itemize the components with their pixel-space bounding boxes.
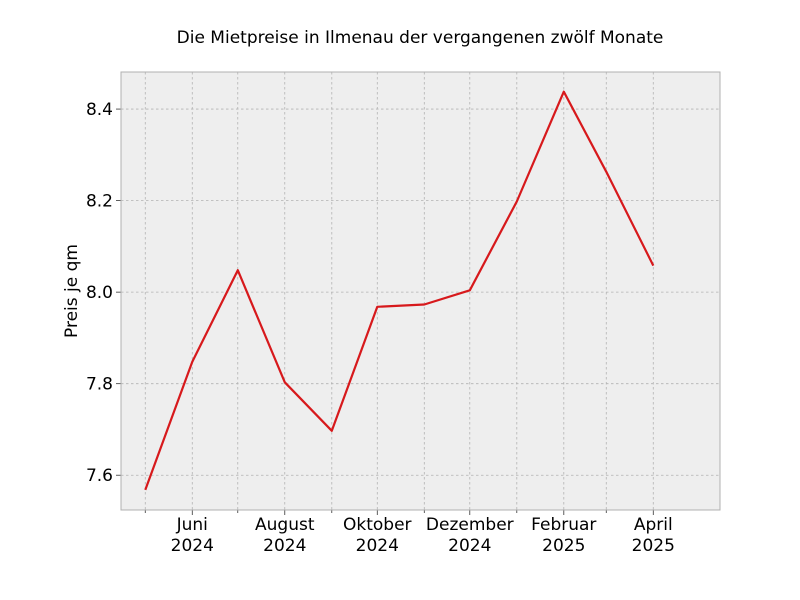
x-tick-label: Oktober 2024 bbox=[343, 515, 412, 556]
y-tick-label: 8.0 bbox=[86, 283, 113, 303]
axis-ticks: 7.6 7.8 8.0 8.2 8.4 Juni 2024 August 2024 Oktober… bbox=[86, 100, 675, 556]
x-tick-label: Dezember 2024 bbox=[426, 515, 514, 556]
x-tick-label: Juni 2024 bbox=[171, 515, 214, 556]
series-layer bbox=[144, 90, 655, 491]
y-tick-label: 7.8 bbox=[86, 375, 113, 395]
plot-frame bbox=[120, 71, 721, 511]
series-line bbox=[144, 90, 655, 491]
x-tick-label: August 2024 bbox=[255, 515, 315, 556]
grid bbox=[121, 72, 720, 510]
plot-area bbox=[121, 72, 720, 510]
y-tick-label: 7.6 bbox=[86, 466, 113, 486]
x-tick-label: Februar 2025 bbox=[531, 515, 596, 556]
x-tick-label: April 2025 bbox=[632, 515, 675, 556]
y-tick-label: 8.2 bbox=[86, 192, 113, 212]
y-tick-label: 8.4 bbox=[86, 100, 113, 120]
y-axis-label: Preis je qm bbox=[62, 244, 82, 338]
chart-title: Die Mietpreise in Ilmenau der vergangene… bbox=[177, 28, 664, 48]
